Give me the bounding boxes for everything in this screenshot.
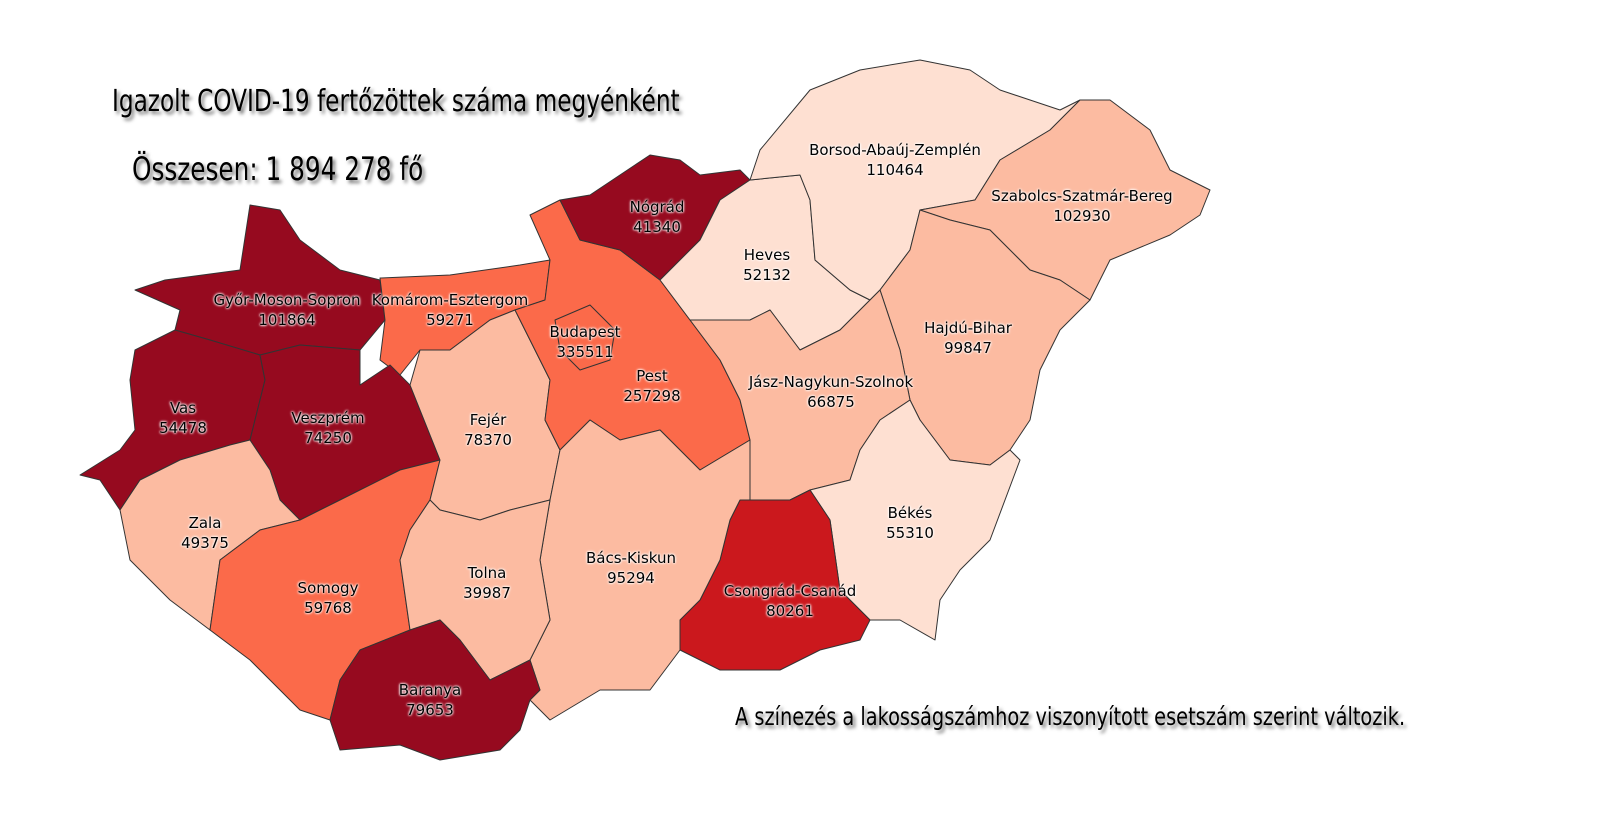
county-name: Hajdú-Bihar: [924, 319, 1012, 337]
county-value: 257298: [623, 387, 681, 405]
county-value: 66875: [807, 393, 855, 411]
county-label-csongrad-csanad: Csongrád-Csanád 80261: [724, 581, 857, 621]
county-label-tolna: Tolna 39987: [463, 563, 511, 603]
county-name: Jász-Nagykun-Szolnok: [748, 373, 914, 391]
county-label-borsod-abauj-zemplen: Borsod-Abaúj-Zemplén 110464: [809, 140, 981, 180]
county-label-budapest: Budapest 335511: [550, 322, 621, 362]
county-value: 110464: [866, 161, 924, 179]
county-value: 102930: [1053, 207, 1111, 225]
total-count: Összesen: 1 894 278 fő: [132, 150, 424, 188]
county-label-vas: Vas 54478: [159, 398, 207, 438]
color-note: A színezés a lakosságszámhoz viszonyítot…: [735, 702, 1406, 731]
county-value: 39987: [463, 584, 511, 602]
county-baranya: [329, 619, 541, 761]
county-value: 59768: [304, 599, 352, 617]
county-label-hajdu-bihar: Hajdú-Bihar 99847: [924, 318, 1012, 358]
county-name: Zala: [188, 514, 222, 532]
county-label-heves: Heves 52132: [743, 245, 791, 285]
county-name: Heves: [743, 246, 791, 264]
county-value: 99847: [944, 339, 992, 357]
county-label-gyor-moson-sopron: Győr-Moson-Sopron 101864: [213, 290, 360, 330]
county-name: Fejér: [469, 411, 507, 429]
county-zala: [119, 439, 301, 631]
county-label-komarom-esztergom: Komárom-Esztergom 59271: [372, 290, 529, 330]
county-value: 52132: [743, 266, 791, 284]
county-value: 59271: [426, 311, 474, 329]
county-value: 74250: [304, 429, 352, 447]
county-name: Borsod-Abaúj-Zemplén: [809, 141, 981, 159]
county-value: 101864: [258, 311, 316, 329]
county-label-bacs-kiskun: Bács-Kiskun 95294: [586, 548, 676, 588]
map-title: Igazolt COVID-19 fertőzöttek száma megyé…: [112, 84, 680, 119]
county-value: 335511: [556, 343, 614, 361]
county-value: 41340: [633, 218, 681, 236]
county-name: Békés: [887, 504, 933, 522]
county-value: 80261: [766, 602, 814, 620]
county-value: 55310: [886, 524, 934, 542]
county-label-fejer: Fejér 78370: [464, 410, 512, 450]
county-name: Komárom-Esztergom: [371, 291, 529, 309]
county-name: Csongrád-Csanád: [723, 582, 857, 600]
county-name: Bács-Kiskun: [585, 549, 677, 567]
county-name: Veszprém: [291, 409, 365, 427]
county-value: 54478: [159, 419, 207, 437]
county-name: Nógrád: [629, 198, 685, 216]
county-value: 78370: [464, 431, 512, 449]
county-label-pest: Pest 257298: [623, 366, 680, 406]
county-name: Baranya: [398, 681, 462, 699]
county-name: Budapest: [549, 323, 621, 341]
county-name: Somogy: [297, 579, 359, 597]
county-label-nograd: Nógrád 41340: [630, 197, 685, 237]
county-label-bekes: Békés 55310: [886, 503, 934, 543]
county-name: Győr-Moson-Sopron: [213, 291, 361, 309]
county-value: 49375: [181, 534, 229, 552]
county-value: 95294: [607, 569, 655, 587]
county-label-somogy: Somogy 59768: [298, 578, 359, 618]
county-label-zala: Zala 49375: [181, 513, 229, 553]
county-budapest: [554, 304, 616, 371]
county-value: 79653: [406, 701, 454, 719]
county-label-baranya: Baranya 79653: [399, 680, 461, 720]
county-label-veszprem: Veszprém 74250: [291, 408, 364, 448]
county-label-jasz-nagykun-szolnok: Jász-Nagykun-Szolnok 66875: [749, 372, 913, 412]
county-name: Vas: [169, 399, 197, 417]
county-name: Pest: [636, 367, 668, 385]
county-name: Tolna: [467, 564, 507, 582]
county-name: Szabolcs-Szatmár-Bereg: [991, 187, 1173, 205]
county-label-szabolcs-szatmar-bereg: Szabolcs-Szatmár-Bereg 102930: [991, 186, 1172, 226]
